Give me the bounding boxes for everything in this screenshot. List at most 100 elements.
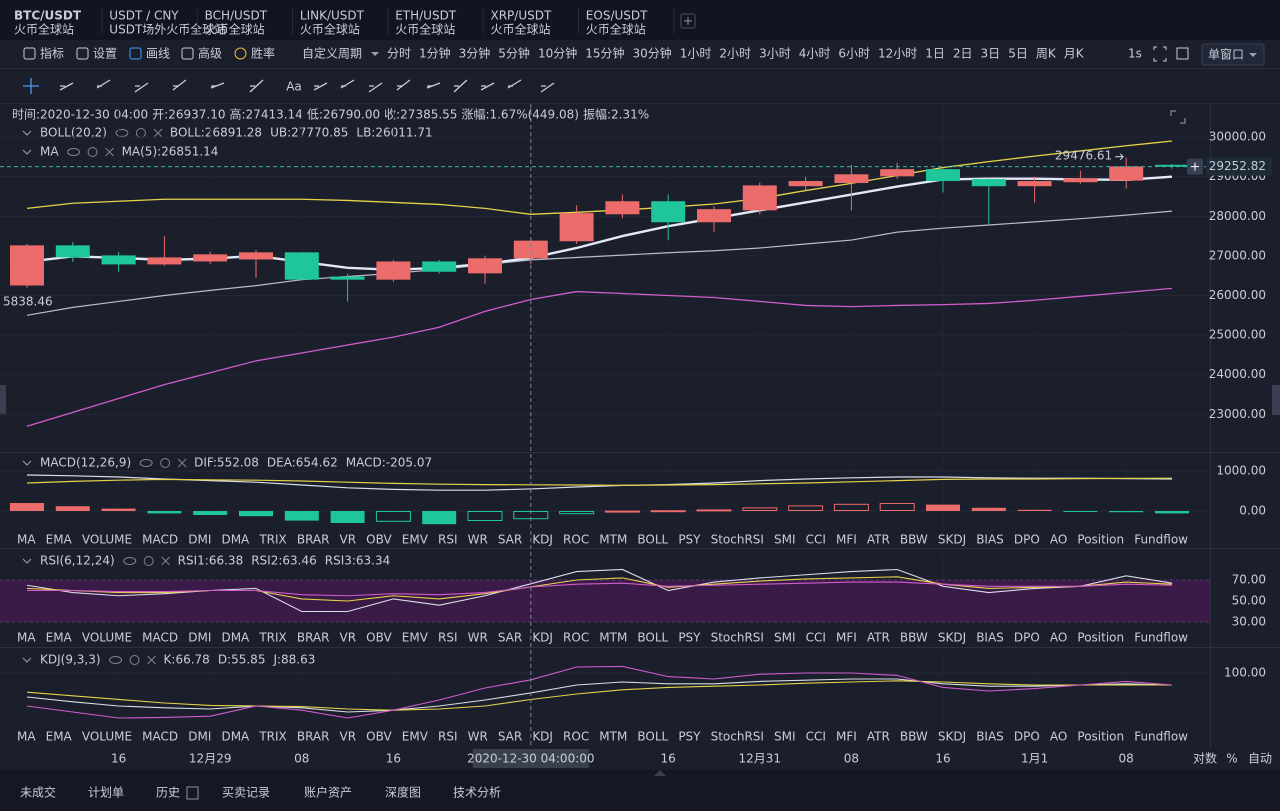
toolbar-button[interactable]: 画线 [146, 47, 170, 61]
tab-pair[interactable]: EOS/USDT [586, 9, 648, 23]
indicator-tab[interactable]: MACD [142, 533, 178, 547]
indicator-tab[interactable]: EMA [46, 533, 73, 547]
indicator-tab[interactable]: StochRSI [711, 533, 764, 547]
indicator-tab[interactable]: EMV [402, 631, 429, 645]
visibility-icon[interactable] [67, 148, 81, 156]
indicator-tab[interactable]: TRIX [258, 730, 286, 744]
bottom-tab[interactable]: 深度图 [385, 785, 421, 800]
indicator-tab[interactable]: CCI [806, 730, 826, 744]
indicator-tab[interactable]: MACD [142, 730, 178, 744]
tab-pair[interactable]: BTC/USDT [14, 9, 82, 23]
tab-subtitle[interactable]: 火币全球站 [14, 22, 74, 37]
indicator-tab[interactable]: MFI [836, 631, 857, 645]
indicator-tab[interactable]: TRIX [258, 533, 286, 547]
collapse-arrow[interactable] [22, 657, 32, 663]
indicator-tab[interactable]: SMI [774, 533, 796, 547]
settings-icon[interactable] [143, 556, 154, 566]
indicator-tab[interactable]: PSY [678, 533, 701, 547]
drawing-tool[interactable] [396, 79, 411, 91]
bottom-tab[interactable]: 买卖记录 [222, 786, 270, 800]
drawing-tool[interactable] [172, 79, 187, 91]
indicator-tab[interactable]: AO [1050, 730, 1067, 744]
indicator-tab[interactable]: BRAR [297, 631, 330, 645]
tab-subtitle[interactable]: 火币全球站 [491, 22, 551, 37]
drawing-tool[interactable] [540, 82, 555, 93]
indicator-tab[interactable]: BIAS [976, 533, 1004, 547]
indicator-tab[interactable]: MA [17, 730, 36, 744]
indicator-tab[interactable]: KDJ [532, 730, 553, 744]
drawing-tool[interactable] [507, 79, 522, 89]
tab-pair[interactable]: XRP/USDT [491, 9, 552, 23]
tab-pair[interactable]: ETH/USDT [395, 9, 457, 23]
indicator-tab[interactable]: ATR [867, 730, 890, 744]
indicator-tab[interactable]: BOLL [637, 631, 668, 645]
period-button[interactable]: 2日 [953, 47, 973, 61]
period-button[interactable]: 2小时 [719, 47, 751, 61]
indicator-tab[interactable]: MFI [836, 730, 857, 744]
visibility-icon[interactable] [115, 129, 129, 137]
indicator-tab[interactable]: EMV [402, 533, 429, 547]
indicator-tab[interactable]: AO [1050, 631, 1067, 645]
close-icon[interactable] [161, 556, 171, 566]
tab-pair[interactable]: USDT / CNY [109, 9, 179, 23]
indicator-tab[interactable]: Fundflow [1134, 631, 1188, 645]
period-button[interactable]: 4小时 [799, 47, 831, 61]
period-button[interactable]: 1日 [925, 47, 945, 61]
indicator-tab[interactable]: StochRSI [711, 631, 764, 645]
indicator-tab[interactable]: EMV [402, 730, 429, 744]
drawing-tool[interactable] [134, 82, 149, 93]
settings-icon[interactable] [129, 655, 140, 665]
custom-period[interactable]: 自定义周期 [302, 46, 362, 61]
indicator-tab[interactable]: VOLUME [82, 631, 132, 645]
indicator-tab[interactable]: RSI [438, 730, 458, 744]
indicator-tab[interactable]: VR [340, 730, 357, 744]
period-button[interactable]: 1分钟 [419, 46, 451, 61]
visibility-icon[interactable] [123, 557, 137, 565]
indicator-tab[interactable]: MTM [599, 730, 627, 744]
indicator-tab[interactable]: SAR [498, 631, 522, 645]
indicator-tab[interactable]: Position [1077, 730, 1124, 744]
indicator-tab[interactable]: ROC [563, 533, 589, 547]
close-icon[interactable] [153, 128, 163, 138]
indicator-tab[interactable]: DMA [221, 730, 250, 744]
indicator-tab[interactable]: RSI [438, 631, 458, 645]
period-button[interactable]: 1小时 [680, 47, 712, 61]
popout-icon[interactable] [1176, 47, 1189, 60]
close-icon[interactable] [105, 147, 114, 157]
indicator-tab[interactable]: DPO [1014, 533, 1040, 547]
indicator-tab[interactable]: DPO [1014, 730, 1040, 744]
period-button[interactable]: 3分钟 [459, 46, 491, 61]
indicator-tab[interactable]: Fundflow [1134, 730, 1188, 744]
settings-icon[interactable] [87, 147, 98, 157]
indicator-tab[interactable]: MA [17, 533, 36, 547]
indicator-tab[interactable]: RSI [438, 533, 458, 547]
indicator-tab[interactable]: SKDJ [938, 730, 966, 744]
drawing-tool[interactable] [453, 79, 468, 93]
history-help-icon[interactable] [186, 786, 199, 800]
fullscreen-icon[interactable] [1153, 46, 1167, 62]
indicator-tab[interactable]: BBW [900, 631, 928, 645]
tab-subtitle[interactable]: 火币全球站 [586, 22, 646, 37]
bottom-tab[interactable]: 计划单 [88, 786, 124, 800]
indicator-tab[interactable]: CCI [806, 631, 826, 645]
collapse-arrow[interactable] [22, 558, 32, 564]
indicator-tab[interactable]: DMI [188, 533, 211, 547]
indicator-tab[interactable]: ROC [563, 631, 589, 645]
tab-pair[interactable]: LINK/USDT [300, 9, 365, 23]
drawing-tool[interactable] [249, 79, 264, 93]
period-button[interactable]: 10分钟 [538, 46, 577, 61]
add-tab[interactable] [680, 13, 696, 29]
indicator-tab[interactable]: MACD [142, 631, 178, 645]
drawing-tool[interactable] [313, 82, 328, 91]
add-tab-icon[interactable] [684, 17, 692, 25]
indicator-tab[interactable]: PSY [678, 631, 701, 645]
tab-pair[interactable]: BCH/USDT [205, 9, 268, 23]
window-select-label[interactable]: 单窗口 [1208, 48, 1244, 62]
indicator-tab[interactable]: DMI [188, 730, 211, 744]
indicator-tab[interactable]: VR [340, 631, 357, 645]
indicator-tab[interactable]: MTM [599, 533, 627, 547]
toolbar-button[interactable]: 指标 [40, 46, 64, 61]
tab-subtitle[interactable]: 火币全球站 [395, 22, 455, 37]
indicator-tab[interactable]: AO [1050, 533, 1067, 547]
indicator-tab[interactable]: WR [468, 730, 488, 744]
